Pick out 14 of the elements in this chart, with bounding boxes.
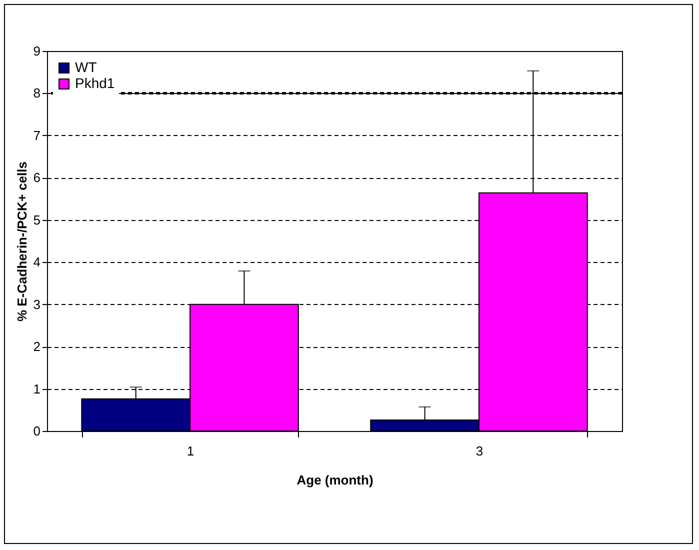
x-axis-title: Age (month): [296, 472, 374, 488]
y-tick-label: 5: [33, 212, 40, 228]
y-tick-label: 6: [33, 170, 40, 186]
y-tick-label: 8: [33, 86, 40, 101]
y-tick-label: 2: [33, 339, 40, 354]
y-axis-title: % E-Cadherin-/PCK+ cells: [14, 161, 30, 322]
y-tick-label: 4: [33, 254, 40, 270]
y-tick-label: 1: [33, 381, 40, 396]
y-tick-label: 0: [33, 424, 40, 438]
legend-label: WT: [75, 59, 98, 75]
y-tick-label: 3: [33, 296, 40, 312]
legend-label: Pkhd1: [75, 75, 115, 91]
y-tick-label: 9: [33, 44, 40, 58]
y-tick-label: 7: [33, 128, 40, 143]
